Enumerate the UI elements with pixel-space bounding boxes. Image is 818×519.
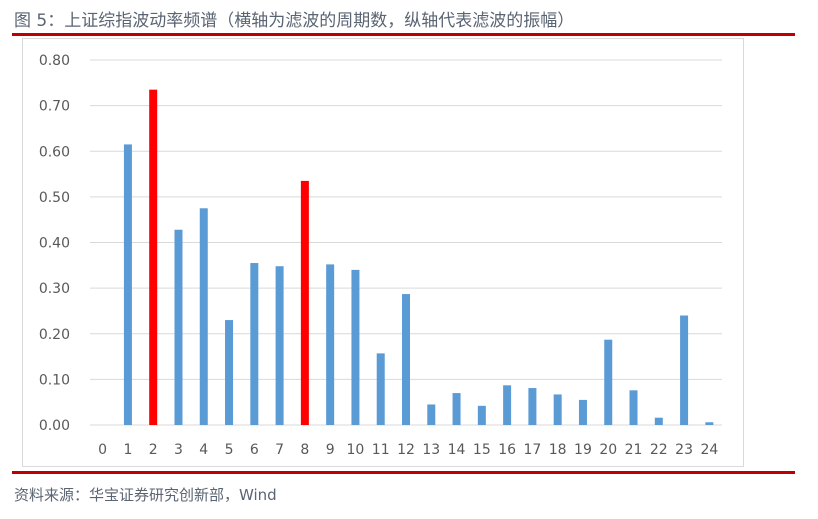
x-tick-label: 19 [574,442,592,458]
y-tick-label: 0.10 [39,372,70,388]
x-tick-label: 23 [675,442,693,458]
x-tick-label: 8 [300,442,309,458]
source-note: 资料来源：华宝证券研究创新部，Wind [14,486,277,504]
x-tick-label: 1 [123,442,132,458]
y-tick-label: 0.60 [39,144,70,160]
x-tick-label: 0 [98,442,107,458]
y-tick-label: 0.20 [39,327,70,343]
x-tick-label: 3 [174,442,183,458]
y-tick-label: 0.50 [39,190,70,206]
top-rule [12,33,795,36]
bar-22 [654,417,663,425]
x-tick-label: 12 [397,442,415,458]
x-axis-ticks: 0 1 2 3 4 5 6 7 8 9 10 11 12 13 14 15 16 17 18 19 20 21 22 23 24 [98,442,718,458]
bar-24 [705,422,714,425]
bar-13 [427,404,436,425]
bars [123,89,714,425]
bar-10 [351,269,360,425]
bar-12 [402,294,410,425]
x-tick-label: 13 [422,442,440,458]
x-tick-label: 4 [199,442,208,458]
x-tick-label: 22 [650,442,668,458]
y-tick-label: 0.30 [39,281,70,297]
gridlines [90,59,722,426]
x-tick-label: 24 [700,442,718,458]
bar-1 [123,144,132,425]
bar-8 [300,180,309,425]
x-tick-label: 7 [275,442,284,458]
x-tick-label: 15 [473,442,491,458]
x-tick-label: 9 [326,442,335,458]
y-axis-ticks: 0.00 0.10 0.20 0.30 0.40 0.50 0.60 0.70 0.80 [39,53,70,434]
bar-5 [225,320,234,425]
bar-15 [477,405,486,425]
bar-7 [275,266,284,425]
bar-3 [174,229,183,425]
bar-18 [553,394,562,425]
bar-2 [149,89,158,425]
bar-17 [528,388,537,425]
y-tick-label: 0.80 [39,53,70,69]
x-tick-label: 21 [625,442,643,458]
bar-19 [578,399,587,425]
x-tick-label: 2 [149,442,158,458]
x-tick-label: 18 [549,442,567,458]
bar-23 [680,315,689,425]
bottom-rule [12,471,795,474]
x-tick-label: 6 [250,442,259,458]
figure-title: 图 5：上证综指波动率频谱（横轴为滤波的周期数，纵轴代表滤波的振幅） [14,11,575,31]
bar-9 [326,264,335,425]
bar-16 [503,385,512,425]
x-tick-label: 17 [523,442,541,458]
bar-21 [629,390,638,425]
x-tick-label: 20 [599,442,617,458]
y-tick-label: 0.70 [39,99,70,115]
x-tick-label: 5 [225,442,234,458]
x-tick-label: 14 [448,442,466,458]
bar-20 [604,339,613,425]
y-tick-label: 0.00 [39,418,70,434]
x-tick-label: 16 [498,442,516,458]
y-tick-label: 0.40 [39,236,70,252]
bar-14 [452,393,461,425]
bar-6 [250,263,259,425]
x-tick-label: 10 [347,442,365,458]
bar-11 [376,353,385,425]
x-tick-label: 11 [372,442,390,458]
bar-4 [199,208,208,425]
